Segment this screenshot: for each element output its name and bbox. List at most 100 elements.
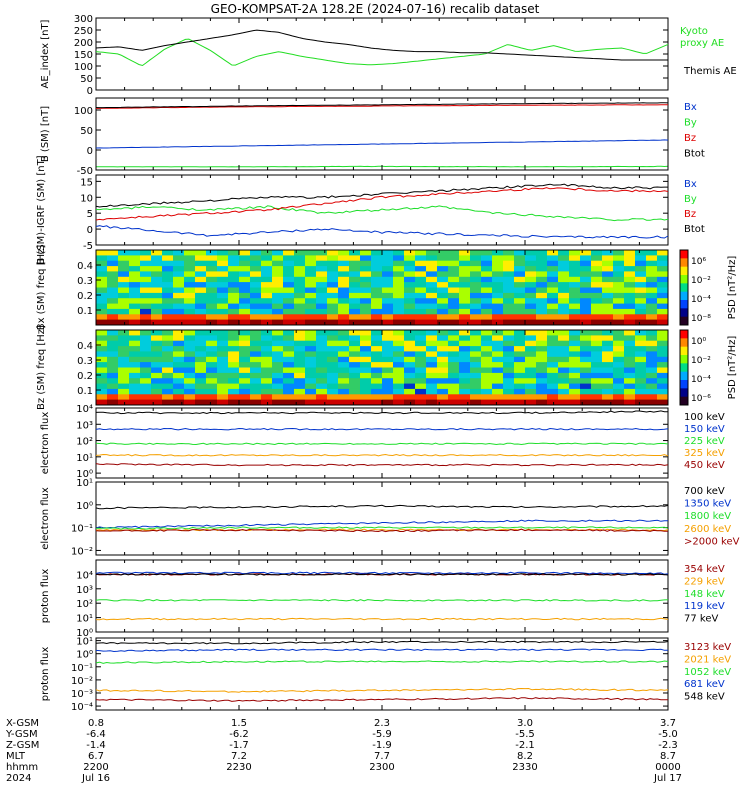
spectrogram-cell — [448, 303, 460, 310]
spectrogram-cell — [162, 287, 174, 294]
spectrogram-cell — [415, 250, 427, 256]
spectrogram-cell — [217, 356, 229, 363]
spectrogram-cell — [470, 367, 482, 374]
spectrogram-cell — [272, 298, 284, 305]
spectrogram-cell — [514, 292, 526, 299]
spectrogram-cell — [118, 298, 130, 305]
colorbar-segment — [680, 396, 688, 406]
spectrogram-cell — [525, 340, 537, 347]
spectrogram-cell — [426, 394, 438, 401]
spectrogram-cell — [503, 388, 515, 395]
y-tick-label: 10⁻¹ — [71, 663, 93, 674]
spectrogram-cell — [580, 292, 592, 299]
spectrogram-cell — [140, 292, 152, 299]
colorbar-tick-label: 10⁻⁸ — [691, 314, 711, 324]
spectrogram-cell — [635, 319, 647, 326]
spectrogram-cell — [525, 356, 537, 363]
spectrogram-cell — [657, 356, 669, 363]
spectrogram-cell — [162, 298, 174, 305]
spectrogram-cell — [173, 292, 185, 299]
y-tick-label: 10¹ — [76, 614, 93, 625]
spectrogram-cell — [382, 250, 394, 256]
spectrogram-cell — [580, 340, 592, 347]
spectrogram-cell — [415, 378, 427, 385]
spectrogram-cell — [613, 319, 625, 326]
spectrogram-cell — [580, 388, 592, 395]
legend-label: 700 keV — [684, 486, 725, 497]
spectrogram-cell — [569, 266, 581, 272]
spectrogram-cell — [360, 255, 372, 262]
spectrogram-cell — [140, 356, 152, 363]
spectrogram-cell — [371, 399, 383, 406]
spectrogram-cell — [426, 351, 438, 358]
spectrogram-cell — [272, 303, 284, 310]
spectrogram-cell — [283, 314, 295, 321]
spectrogram-cell — [129, 356, 141, 363]
spectrogram-cell — [558, 383, 570, 390]
spectrogram-cell — [602, 388, 614, 395]
spectrogram-cell — [151, 399, 163, 406]
spectrogram-cell — [327, 330, 339, 336]
spectrogram-cell — [228, 287, 240, 294]
spectrogram-cell — [118, 308, 130, 315]
spectrogram-cell — [261, 298, 273, 305]
spectrogram-cell — [360, 287, 372, 294]
spectrogram-cell — [393, 372, 405, 379]
spectrogram-cell — [459, 266, 471, 272]
spectrogram-cell — [283, 271, 295, 278]
spectrogram-cell — [107, 303, 119, 310]
spectrogram-cell — [239, 292, 251, 299]
ephemeris-value: 8.2 — [517, 751, 533, 762]
spectrogram-cell — [140, 303, 152, 310]
spectrogram-cell — [327, 260, 339, 267]
spectrogram-cell — [162, 292, 174, 299]
spectrogram-cell — [316, 372, 328, 379]
spectrogram-cell — [393, 356, 405, 363]
spectrogram-cell — [250, 367, 262, 374]
spectrogram-cell — [382, 394, 394, 401]
spectrogram-cell — [118, 340, 130, 347]
spectrogram-cell — [404, 399, 416, 406]
spectrogram-cell — [195, 319, 207, 326]
legend-label: 450 keV — [684, 460, 725, 471]
panel-frame — [95, 97, 669, 171]
spectrogram-cell — [404, 335, 416, 342]
spectrogram-cell — [415, 298, 427, 305]
spectrogram-cell — [151, 383, 163, 390]
spectrogram-cell — [107, 335, 119, 342]
spectrogram-cell — [470, 383, 482, 390]
spectrogram-cell — [514, 388, 526, 395]
spectrogram-cell — [195, 356, 207, 363]
spectrogram-cell — [283, 250, 295, 256]
spectrogram-cell — [338, 394, 350, 401]
spectrogram-cell — [580, 356, 592, 363]
spectrogram-cell — [173, 271, 185, 278]
spectrogram-cell — [338, 346, 350, 352]
y-tick-label: 10¹ — [76, 453, 93, 464]
spectrogram-cell — [228, 372, 240, 379]
y-tick-label: 50 — [80, 74, 93, 85]
spectrogram-cell — [580, 367, 592, 374]
spectrogram-cell — [107, 282, 119, 288]
spectrogram-cell — [426, 319, 438, 326]
spectrogram-cell — [393, 314, 405, 321]
spectrogram-cell — [492, 308, 504, 315]
spectrogram-cell — [591, 308, 603, 315]
ephemeris-row-label: MLT — [6, 751, 26, 762]
spectrogram-cell — [525, 282, 537, 288]
series-line-1800-kev — [95, 526, 669, 530]
legend-label: Bz — [684, 209, 696, 220]
spectrogram-cell — [624, 292, 636, 299]
spectrogram-cell — [217, 351, 229, 358]
spectrogram-cell — [635, 394, 647, 401]
spectrogram-cell — [118, 394, 130, 401]
spectrogram-cell — [151, 298, 163, 305]
spectrogram-cell — [657, 255, 669, 262]
legend-label: Bx — [684, 102, 697, 113]
spectrogram-cell — [129, 255, 141, 262]
legend-label: 148 keV — [684, 589, 725, 600]
spectrogram-cell — [272, 335, 284, 342]
spectrogram-cell — [492, 276, 504, 283]
spectrogram-cell — [283, 335, 295, 342]
spectrogram-cell — [613, 298, 625, 305]
